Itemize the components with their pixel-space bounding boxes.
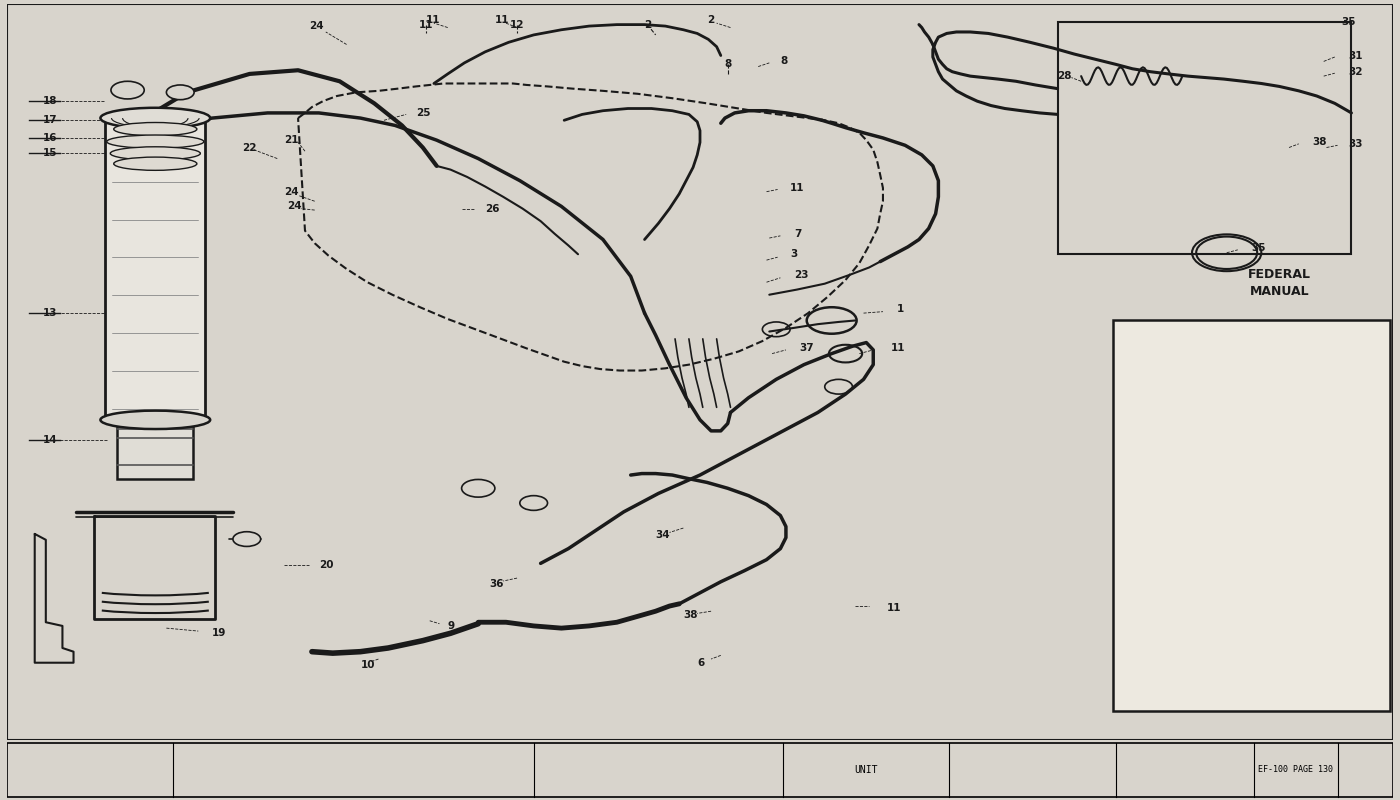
- Text: 36: 36: [490, 579, 504, 589]
- Text: 16: 16: [43, 133, 57, 143]
- Ellipse shape: [101, 410, 210, 429]
- Text: 17: 17: [43, 115, 57, 126]
- Text: 32: 32: [1348, 66, 1364, 77]
- Text: 18: 18: [43, 96, 57, 106]
- Text: 12: 12: [510, 20, 524, 30]
- Text: 19: 19: [213, 628, 227, 638]
- Text: 7: 7: [794, 229, 802, 238]
- Bar: [118, 420, 193, 478]
- Text: MANUAL: MANUAL: [1250, 285, 1309, 298]
- Text: 8: 8: [724, 59, 731, 70]
- Ellipse shape: [101, 108, 210, 128]
- Text: 3: 3: [790, 250, 798, 259]
- Text: FEDERAL: FEDERAL: [1247, 268, 1310, 282]
- Text: 24: 24: [309, 21, 323, 31]
- Text: 15: 15: [43, 148, 57, 158]
- Text: 12: 12: [1141, 367, 1155, 377]
- Ellipse shape: [106, 135, 204, 148]
- Circle shape: [232, 532, 260, 546]
- Text: 23: 23: [794, 270, 809, 280]
- Text: 38: 38: [1313, 138, 1327, 147]
- Ellipse shape: [113, 157, 197, 170]
- Ellipse shape: [111, 146, 200, 160]
- Text: 11: 11: [426, 15, 440, 25]
- Text: 26: 26: [486, 204, 500, 214]
- Ellipse shape: [113, 122, 197, 136]
- Text: 25: 25: [416, 108, 430, 118]
- Text: 11: 11: [790, 183, 805, 193]
- Text: 11: 11: [892, 343, 906, 354]
- Text: 10: 10: [360, 660, 375, 670]
- Text: 2: 2: [644, 20, 651, 30]
- Text: 21: 21: [284, 135, 298, 145]
- Text: 24: 24: [287, 202, 301, 211]
- Text: EF-100 PAGE 130: EF-100 PAGE 130: [1259, 766, 1333, 774]
- Text: 4: 4: [1271, 323, 1278, 333]
- Circle shape: [111, 82, 144, 99]
- Text: UNIT: UNIT: [854, 765, 878, 775]
- Text: 35: 35: [1252, 243, 1266, 254]
- Bar: [1113, 321, 1390, 710]
- Text: 28: 28: [1057, 71, 1072, 81]
- Text: 11: 11: [419, 20, 433, 30]
- Text: 38: 38: [683, 610, 697, 620]
- Text: 13: 13: [43, 308, 57, 318]
- Text: 11: 11: [494, 15, 510, 25]
- Text: 33: 33: [1348, 139, 1364, 149]
- Text: 24: 24: [284, 186, 298, 197]
- Text: 34: 34: [655, 530, 671, 540]
- Text: 5: 5: [1348, 329, 1355, 338]
- Text: 20: 20: [319, 560, 333, 570]
- Bar: [1057, 22, 1351, 254]
- Text: 1: 1: [897, 305, 904, 314]
- Bar: [105, 118, 206, 420]
- Text: 9: 9: [448, 621, 455, 631]
- Text: 2: 2: [707, 15, 714, 25]
- Text: 8: 8: [780, 57, 788, 66]
- Text: 14: 14: [43, 434, 57, 445]
- Text: 37: 37: [799, 343, 815, 354]
- Text: 6: 6: [697, 658, 704, 668]
- Text: 31: 31: [1348, 50, 1364, 61]
- Text: 11: 11: [888, 602, 902, 613]
- Text: FROM MAY '77: FROM MAY '77: [1179, 691, 1274, 704]
- Text: 22: 22: [242, 142, 258, 153]
- Text: 35: 35: [1341, 18, 1355, 27]
- Circle shape: [167, 85, 195, 100]
